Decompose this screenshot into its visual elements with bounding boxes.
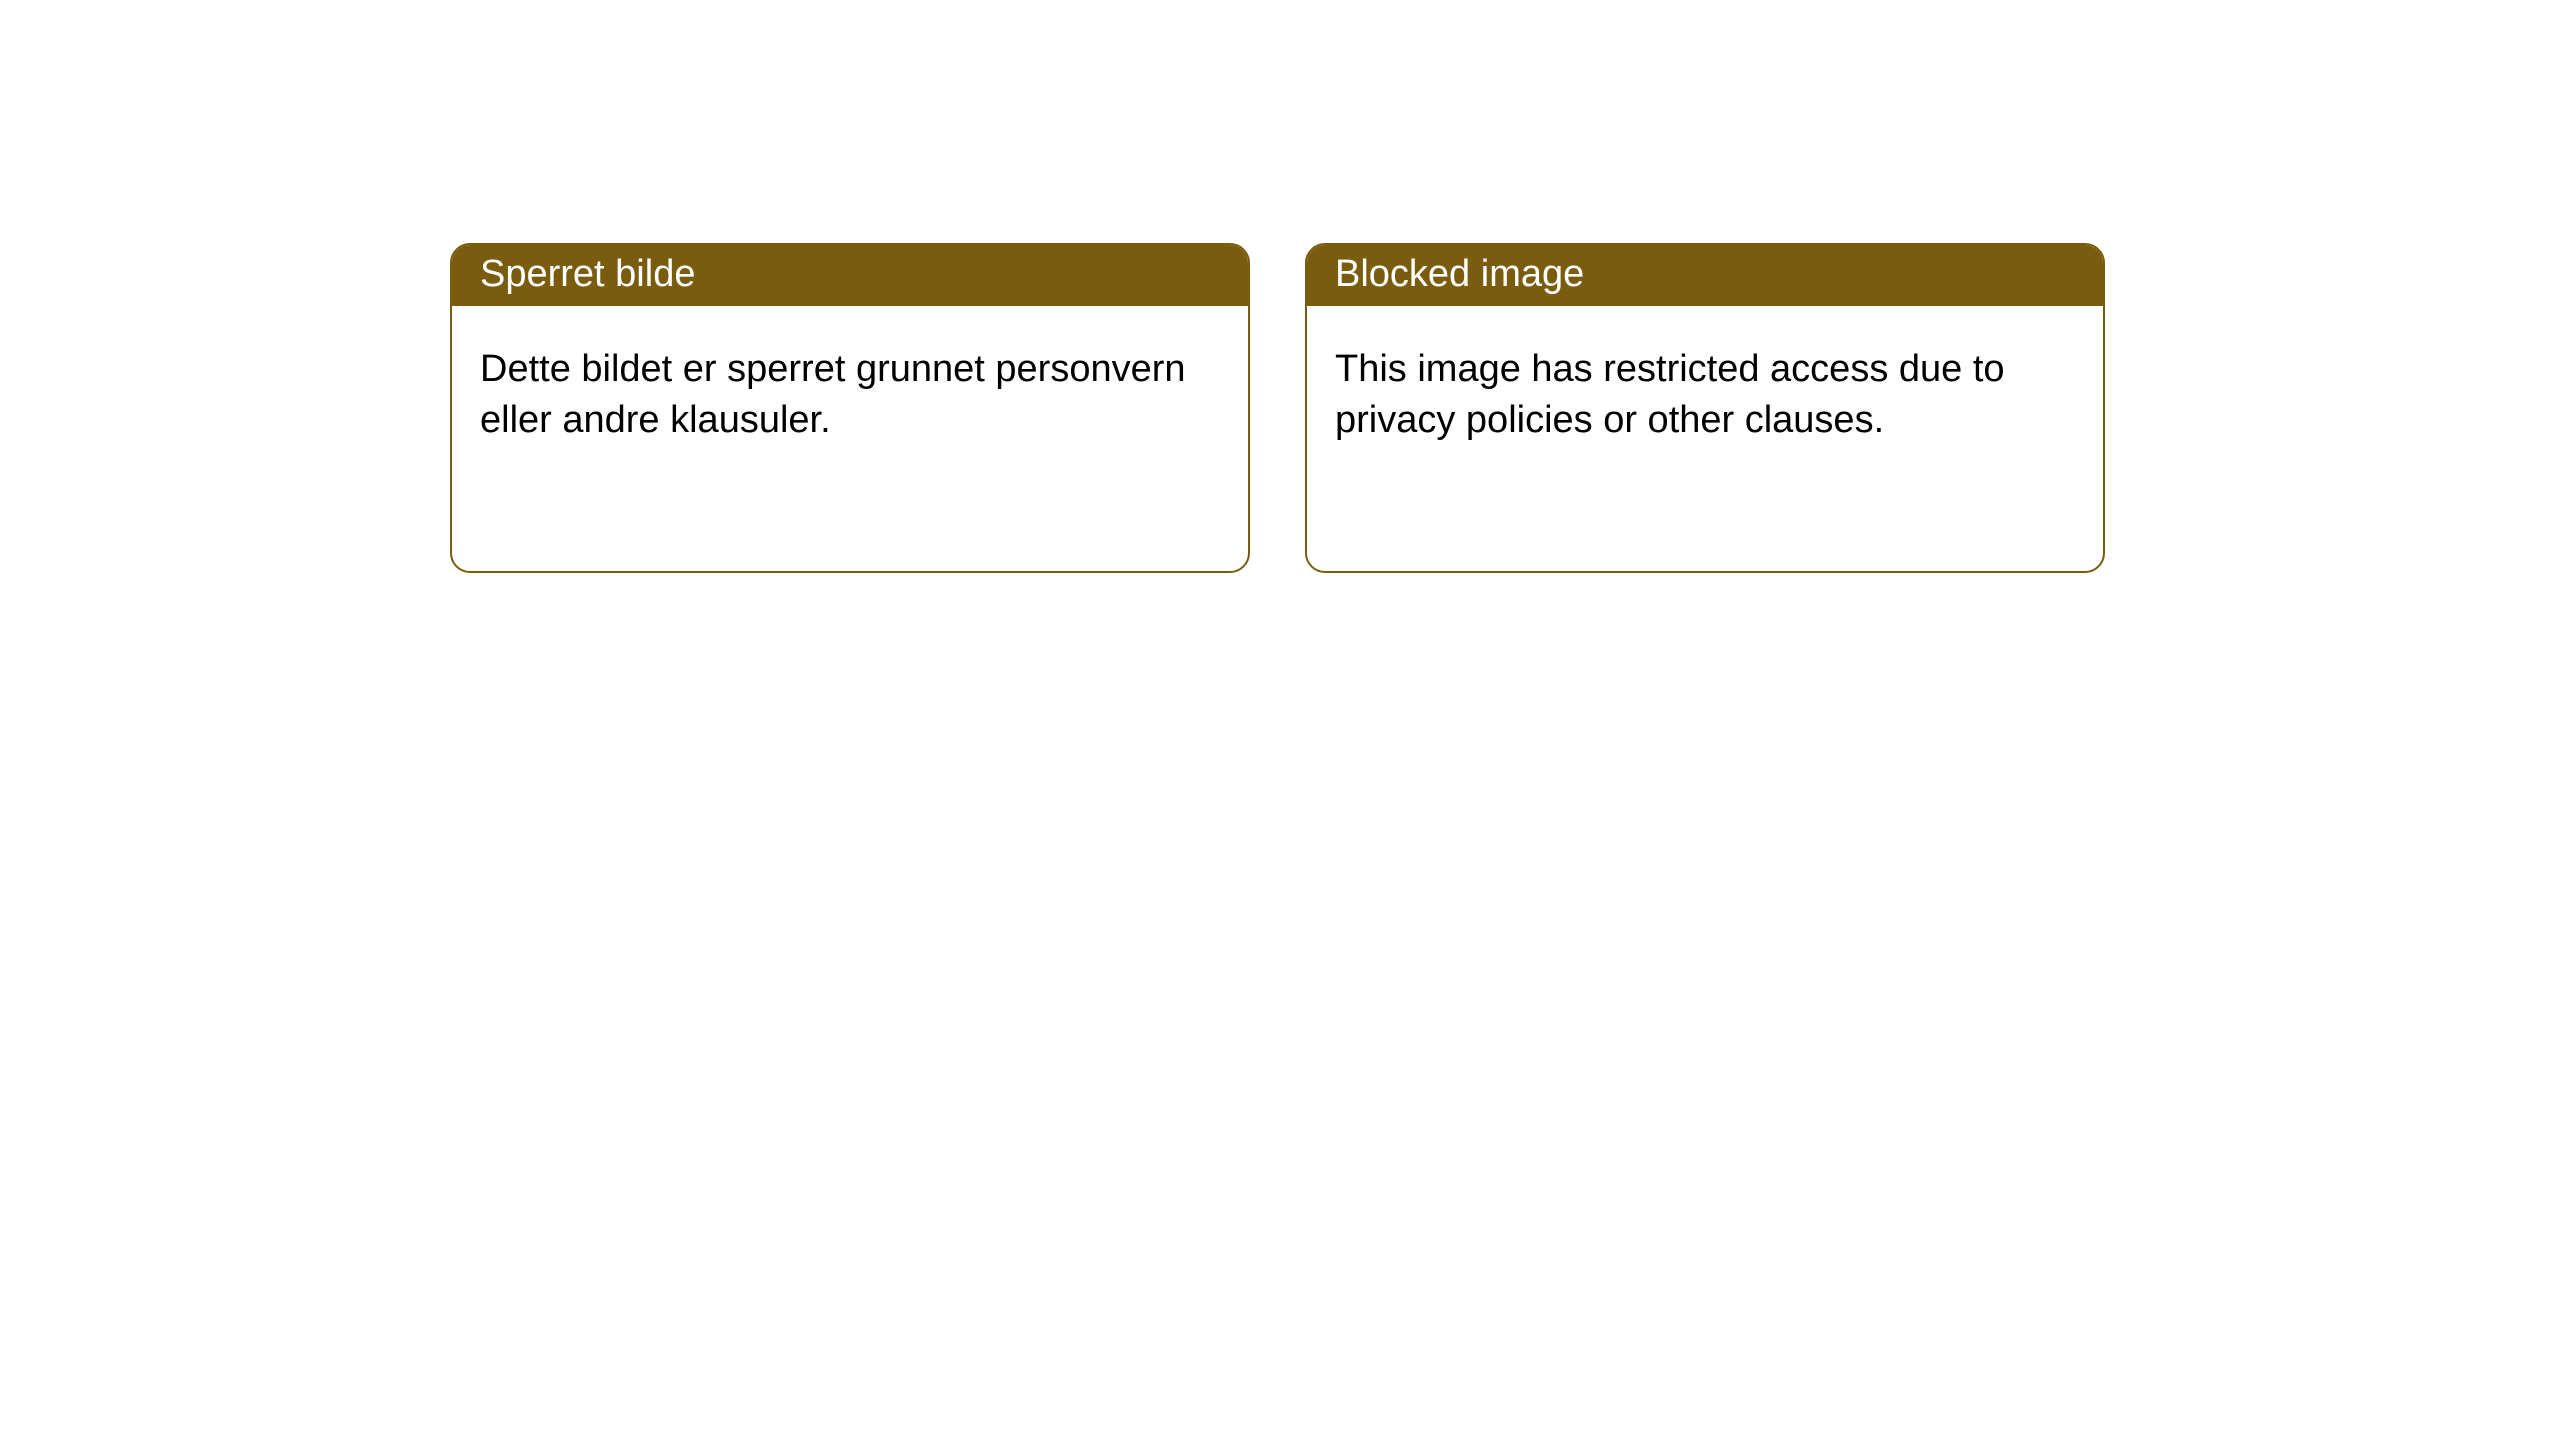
notice-container: Sperret bilde Dette bildet er sperret gr…	[450, 243, 2105, 573]
notice-text-norwegian: Dette bildet er sperret grunnet personve…	[480, 348, 1186, 441]
notice-box-english: Blocked image This image has restricted …	[1305, 243, 2105, 573]
notice-title-english: Blocked image	[1335, 253, 1584, 295]
notice-title-norwegian: Sperret bilde	[480, 253, 695, 295]
notice-header-english: Blocked image	[1307, 245, 2103, 306]
notice-body-english: This image has restricted access due to …	[1307, 306, 2103, 475]
notice-body-norwegian: Dette bildet er sperret grunnet personve…	[452, 306, 1248, 475]
notice-box-norwegian: Sperret bilde Dette bildet er sperret gr…	[450, 243, 1250, 573]
notice-text-english: This image has restricted access due to …	[1335, 348, 2005, 441]
notice-header-norwegian: Sperret bilde	[452, 245, 1248, 306]
